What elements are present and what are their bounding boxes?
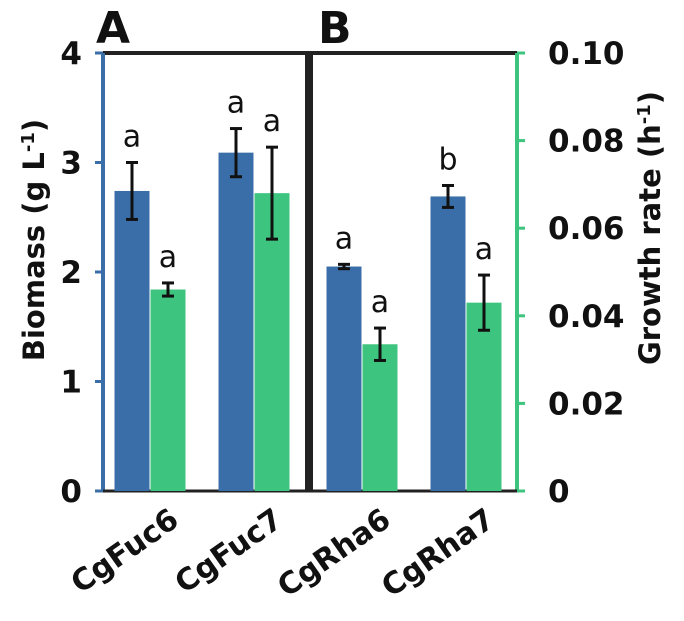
right-axis-title-text: Growth rate (h bbox=[633, 124, 667, 365]
right-axis-ticks: 0 0.02 0.04 0.06 0.08 0.10 bbox=[517, 36, 625, 510]
significance-label: b bbox=[438, 142, 457, 177]
right-tick-label: 0.10 bbox=[548, 36, 625, 72]
left-tick-label: 3 bbox=[60, 146, 82, 182]
panel-label-b: B bbox=[318, 3, 352, 54]
left-axis-title-sup: -1 bbox=[18, 132, 39, 152]
left-axis-ticks: 0 1 2 3 4 bbox=[60, 36, 103, 510]
right-tick-label: 0.06 bbox=[548, 211, 625, 247]
right-tick-label: 0.04 bbox=[548, 299, 625, 335]
significance-label: a bbox=[263, 104, 281, 139]
significance-label: a bbox=[123, 120, 141, 155]
significance-label: a bbox=[227, 86, 245, 121]
bar bbox=[114, 190, 150, 491]
left-tick-label: 4 bbox=[60, 36, 82, 72]
right-axis-title: Growth rate (h-1) bbox=[633, 91, 667, 365]
left-tick-label: 1 bbox=[60, 365, 82, 401]
significance-label: a bbox=[371, 285, 389, 320]
panel-label-a: A bbox=[96, 3, 130, 54]
category-label: CgRha7 bbox=[375, 502, 501, 605]
significance-label: a bbox=[159, 240, 177, 275]
left-axis-title-close: ) bbox=[17, 119, 51, 132]
bar bbox=[218, 152, 254, 491]
right-tick-label: 0 bbox=[548, 474, 570, 510]
bar bbox=[362, 344, 398, 491]
bar bbox=[466, 302, 502, 491]
right-tick-label: 0.08 bbox=[548, 124, 625, 160]
bar bbox=[326, 266, 362, 491]
left-axis-title: Biomass (g L-1) bbox=[17, 119, 51, 361]
significance-label: a bbox=[475, 232, 493, 267]
right-tick-label: 0.02 bbox=[548, 386, 625, 422]
left-tick-label: 0 bbox=[60, 474, 82, 510]
panel-labels: A B bbox=[96, 3, 352, 54]
right-axis-title-close: ) bbox=[633, 91, 667, 104]
bar bbox=[430, 196, 466, 491]
right-axis-title-sup: -1 bbox=[634, 104, 655, 124]
left-axis-title-text: Biomass (g L bbox=[17, 152, 51, 361]
category-label: CgRha6 bbox=[271, 502, 397, 605]
category-label: CgFuc6 bbox=[65, 502, 185, 601]
category-label: CgFuc7 bbox=[169, 502, 289, 601]
bar bbox=[254, 193, 290, 491]
significance-label: a bbox=[335, 221, 353, 256]
bar bbox=[150, 289, 186, 491]
left-tick-label: 2 bbox=[60, 255, 82, 291]
